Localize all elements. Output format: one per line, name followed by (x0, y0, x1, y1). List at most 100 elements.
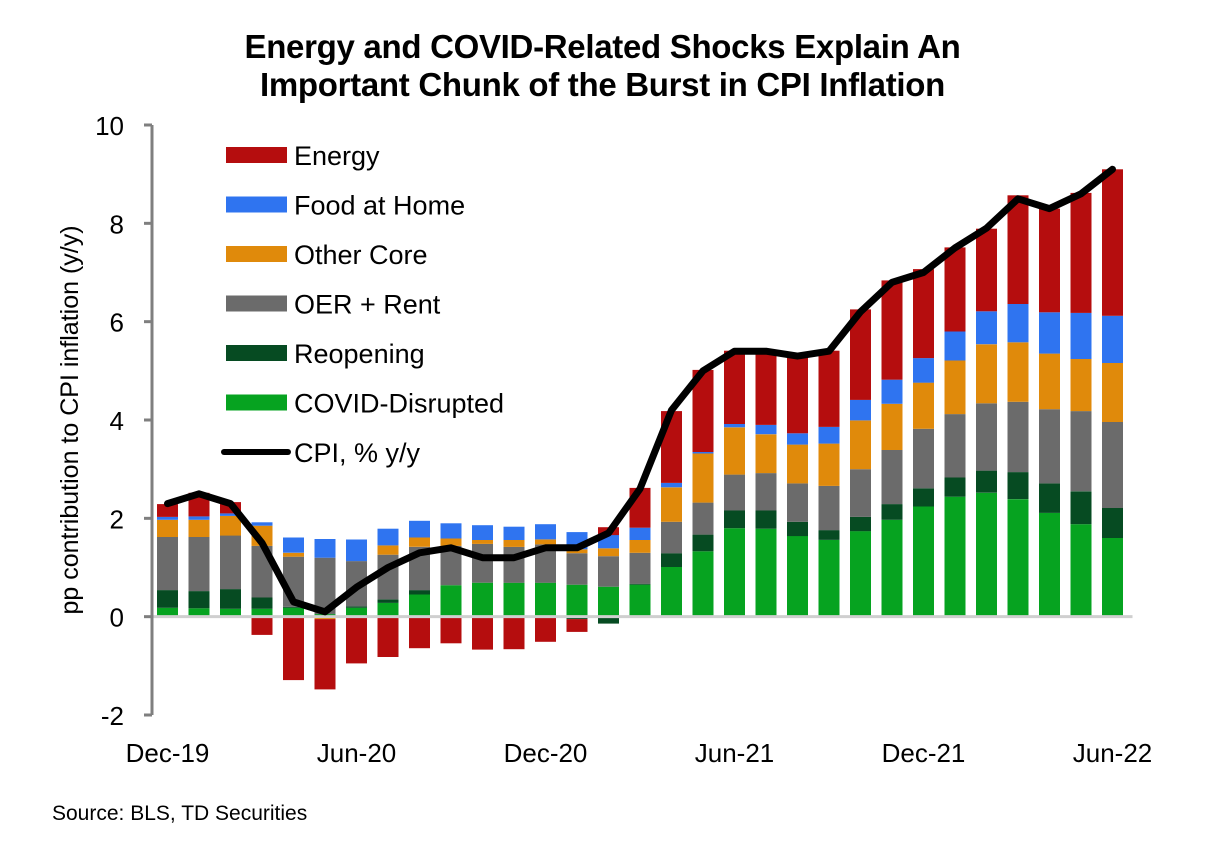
bar-other-core-aug-20 (409, 537, 430, 547)
bar-covid-disrupted-aug-20 (409, 594, 430, 617)
bar-oer-rent-dec-21 (913, 428, 934, 489)
bar-food-at-home-jul-21 (755, 424, 777, 435)
source-note: Source: BLS, TD Securities (52, 802, 308, 825)
bar-food-at-home-nov-20 (503, 526, 525, 540)
bar-other-core-dec-20 (535, 539, 556, 545)
bar-covid-disrupted-jan-20 (188, 608, 210, 617)
bar-covid-disrupted-mar-20 (251, 608, 273, 617)
bar-covid-disrupted-oct-20 (472, 582, 493, 617)
x-tick-label: Jun-20 (317, 738, 397, 768)
bar-covid-disrupted-may-21 (692, 551, 714, 617)
bar-oer-rent-jul-21 (755, 473, 777, 511)
bar-energy-oct-21 (850, 309, 871, 400)
bar-other-core-nov-20 (503, 540, 525, 547)
bar-other-core-dec-21 (913, 382, 934, 429)
bar-other-core-aug-21 (787, 444, 808, 484)
bar-energy-sep-21 (818, 350, 840, 427)
bar-energy-may-20 (314, 619, 336, 690)
bar-reopening-feb-21 (598, 616, 619, 624)
bar-energy-aug-20 (409, 616, 430, 649)
bar-other-core-sep-21 (818, 443, 840, 486)
bar-food-at-home-oct-20 (472, 525, 493, 540)
bar-covid-disrupted-aug-21 (787, 536, 808, 617)
bar-oer-rent-dec-19 (157, 537, 178, 591)
legend: Energy Food at Home Other Core OER + Rent Re… (221, 141, 504, 468)
bar-covid-disrupted-sep-21 (818, 540, 840, 617)
x-tick-label: Dec-20 (504, 738, 588, 768)
bar-oer-rent-nov-21 (881, 450, 903, 505)
bar-reopening-nov-21 (881, 504, 903, 520)
bar-covid-disrupted-nov-20 (503, 582, 525, 617)
bar-other-core-feb-21 (598, 548, 619, 557)
bar-reopening-mar-22 (1007, 472, 1029, 500)
bar-reopening-jul-21 (755, 510, 777, 529)
bar-covid-disrupted-nov-21 (881, 519, 903, 617)
bar-food-at-home-dec-19 (157, 516, 178, 520)
bar-covid-disrupted-sep-20 (440, 585, 462, 617)
chart-title-line-1: Energy and COVID-Related Shocks Explain … (244, 28, 961, 65)
bar-covid-disrupted-mar-22 (1007, 499, 1029, 617)
bar-energy-dec-21 (913, 269, 934, 359)
bar-other-core-sep-20 (440, 538, 462, 546)
legend-swatch-oer-rent (226, 295, 287, 312)
bar-food-at-home-apr-22 (1039, 312, 1060, 354)
chart-title: Energy and COVID-Related Shocks Explain … (0, 28, 1205, 104)
bar-other-core-apr-21 (661, 487, 682, 522)
bar-oer-rent-mar-22 (1007, 401, 1029, 473)
legend-label-covid-disrupted: COVID-Disrupted (294, 389, 504, 419)
bar-reopening-dec-19 (157, 590, 178, 608)
y-tick-label: -2 (101, 701, 124, 731)
bar-oer-rent-may-22 (1070, 411, 1092, 492)
y-tick-label: 2 (110, 504, 124, 534)
bar-oer-rent-oct-20 (472, 543, 493, 583)
bar-reopening-jun-21 (724, 510, 745, 529)
bar-oer-rent-may-20 (314, 557, 336, 614)
bar-energy-may-21 (692, 369, 714, 452)
bar-food-at-home-feb-20 (220, 513, 241, 516)
bar-energy-nov-21 (881, 280, 903, 380)
bar-other-core-feb-22 (976, 344, 997, 404)
bar-food-at-home-may-21 (692, 452, 714, 454)
bar-energy-aug-21 (787, 357, 808, 434)
bar-energy-jun-22 (1102, 169, 1123, 316)
bar-other-core-feb-20 (220, 515, 241, 536)
bar-covid-disrupted-feb-21 (598, 586, 619, 617)
bar-energy-jul-21 (755, 352, 777, 425)
bar-energy-oct-20 (472, 616, 493, 650)
bar-oer-rent-jun-22 (1102, 422, 1123, 508)
bar-food-at-home-sep-21 (818, 426, 840, 444)
bar-reopening-may-22 (1070, 491, 1092, 525)
bar-oer-rent-dec-20 (535, 544, 556, 583)
bar-food-at-home-feb-22 (976, 311, 997, 345)
legend-label-energy: Energy (294, 141, 380, 171)
bar-reopening-sep-21 (818, 530, 840, 540)
bar-food-at-home-aug-20 (409, 520, 430, 538)
bar-food-at-home-aug-21 (787, 433, 808, 445)
bar-oer-rent-mar-21 (629, 552, 651, 584)
bar-reopening-jun-20 (346, 606, 367, 608)
bar-reopening-apr-20 (283, 606, 304, 608)
bar-oer-rent-feb-20 (220, 535, 241, 590)
bar-other-core-jun-22 (1102, 363, 1123, 422)
legend-swatch-energy (226, 147, 287, 163)
bar-energy-feb-22 (976, 228, 997, 312)
bar-food-at-home-jul-20 (377, 528, 399, 546)
bar-covid-disrupted-oct-21 (850, 531, 871, 617)
bar-other-core-jul-20 (377, 545, 399, 555)
bar-food-at-home-jan-20 (188, 516, 210, 520)
bar-energy-jul-20 (377, 616, 399, 657)
bar-oer-rent-jan-22 (944, 414, 966, 478)
bar-covid-disrupted-dec-20 (535, 582, 556, 617)
legend-swatch-food-at-home (226, 196, 287, 213)
legend-swatch-other-core (226, 246, 287, 262)
y-tick-label: 4 (110, 406, 124, 436)
bar-other-core-apr-22 (1039, 353, 1060, 410)
bar-other-core-mar-22 (1007, 342, 1029, 402)
x-axis: Dec-19 Jun-20 Dec-20 Jun-21 Dec-21 Jun-22 (126, 738, 1153, 768)
bar-other-core-jan-20 (188, 519, 210, 537)
bar-energy-nov-20 (503, 616, 525, 650)
bar-energy-apr-20 (283, 616, 304, 681)
y-axis: -2 0 2 4 6 8 10 (95, 111, 154, 731)
bar-food-at-home-jan-22 (944, 331, 966, 361)
